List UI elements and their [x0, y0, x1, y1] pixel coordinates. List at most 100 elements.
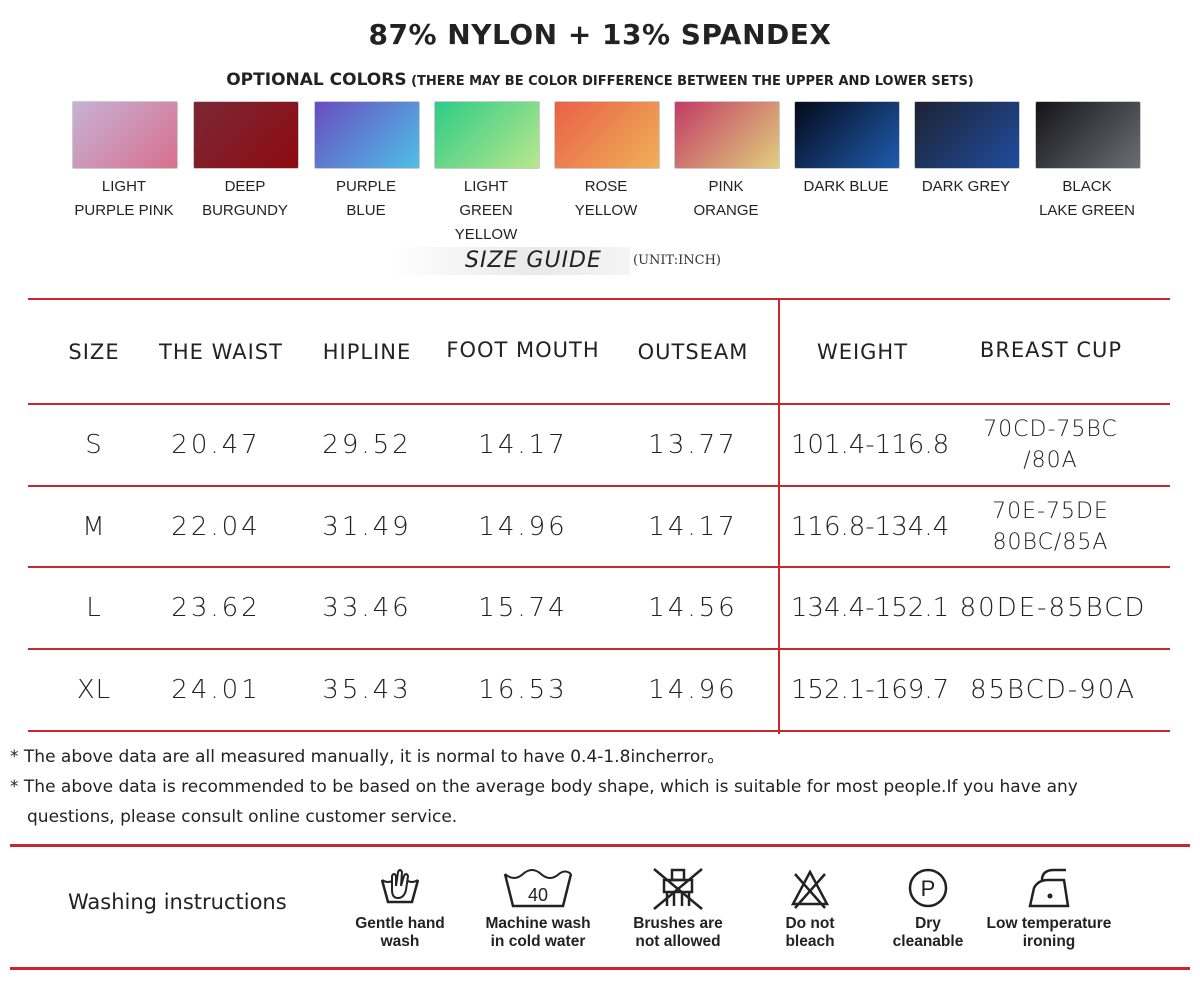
cell-foot-mouth: 14.17 — [478, 430, 568, 460]
dry-clean-letter: P — [921, 876, 936, 901]
cell-breast-cup: 70E-75DE 80BC/85A — [992, 498, 1109, 555]
optional-colors-heading: OPTIONAL COLORS (THERE MAY BE COLOR DIFF… — [0, 70, 1200, 90]
swatch-purple-blue[interactable]: PURPLE BLUE — [314, 101, 420, 223]
cell-waist: 20.47 — [171, 430, 261, 460]
color-chip — [434, 101, 540, 169]
cell-weight: 116.8-134.4 — [790, 511, 950, 542]
cell-outseam: 14.56 — [648, 593, 738, 623]
swatch-rose-yellow[interactable]: ROSE YELLOW — [554, 101, 660, 223]
cell-outseam: 14.17 — [648, 511, 738, 542]
note-manual-measurement: * The above data are all measured manual… — [10, 747, 725, 767]
color-chip — [193, 101, 299, 169]
wash-top-rule — [10, 844, 1190, 847]
wash-item-iron: Low temperature ironing — [974, 866, 1124, 951]
header-outseam: OUTSEAM — [637, 339, 749, 364]
dry-clean-p-icon: P — [908, 868, 948, 908]
wash-label: Dry cleanable — [892, 915, 964, 950]
cell-waist: 22.04 — [171, 511, 261, 542]
color-chip — [1035, 101, 1141, 169]
header-weight: WEIGHT — [816, 339, 909, 364]
cell-size: S — [85, 430, 103, 460]
swatch-label: LIGHT GREEN YELLOW — [454, 178, 518, 243]
table-rule — [28, 648, 1170, 650]
swatch-label: PINK ORANGE — [693, 178, 759, 219]
cell-hipline: 33.46 — [322, 593, 412, 623]
header-size: SIZE — [68, 339, 120, 364]
color-chip — [554, 101, 660, 169]
cell-hipline: 31.49 — [322, 511, 412, 542]
cell-breast-cup: 70CD-75BC /80A — [983, 417, 1118, 473]
swatch-label: DARK GREY — [921, 178, 1011, 195]
table-rule — [28, 403, 1170, 405]
cell-breast-cup: 85BCD-90A — [969, 674, 1137, 705]
cell-foot-mouth: 14.96 — [478, 511, 568, 542]
note-customer-service: questions, please consult online custome… — [27, 807, 458, 827]
color-swatches: LIGHT PURPLE PINK DEEP BURGUNDY PURPLE B… — [72, 101, 1152, 243]
swatch-deep-burgundy[interactable]: DEEP BURGUNDY — [193, 101, 299, 223]
cell-size: M — [82, 511, 106, 542]
low-temp-iron-icon — [1028, 868, 1070, 908]
wash-label: Brushes are not allowed — [633, 915, 723, 950]
swatch-label: PURPLE BLUE — [335, 178, 397, 219]
color-chip — [794, 101, 900, 169]
cell-size: L — [86, 593, 102, 623]
table-divider — [778, 298, 780, 734]
wash-bottom-rule — [10, 967, 1190, 970]
size-table: SIZE THE WAIST HIPLINE FOOT MOUTH OUTSEA… — [28, 298, 1170, 734]
cell-foot-mouth: 16.53 — [478, 675, 568, 705]
swatch-pink-orange[interactable]: PINK ORANGE — [674, 101, 780, 223]
cell-weight: 152.1-169.7 — [790, 675, 950, 705]
wash-label: Machine wash in cold water — [485, 915, 591, 950]
table-rule — [28, 730, 1170, 732]
header-waist: THE WAIST — [159, 339, 283, 364]
table-rule — [28, 485, 1170, 487]
hand-wash-icon — [380, 869, 420, 904]
cell-size: XL — [76, 675, 112, 705]
machine-wash-40-icon: 40 — [503, 869, 573, 908]
optional-colors-label: OPTIONAL COLORS — [226, 70, 407, 90]
cell-weight: 134.4-152.1 — [790, 593, 950, 623]
swatch-black-lake-green[interactable]: BLACK LAKE GREEN — [1035, 101, 1141, 223]
size-guide-label: SIZE GUIDE — [465, 248, 602, 273]
cell-weight: 101.4-116.8 — [790, 430, 950, 460]
wash-item-no-bleach: Do not bleach — [740, 866, 880, 951]
cell-foot-mouth: 15.74 — [478, 593, 568, 623]
color-chip — [72, 101, 178, 169]
wash-item-hand: Gentle hand wash — [330, 866, 470, 951]
cell-breast-cup: 80DE-85BCD — [959, 592, 1147, 623]
header-hipline: HIPLINE — [322, 339, 412, 364]
table-rule — [28, 566, 1170, 568]
washing-instructions-title: Washing instructions — [68, 890, 287, 914]
swatch-label: LIGHT PURPLE PINK — [74, 178, 174, 219]
table-rule — [28, 298, 1170, 300]
cell-outseam: 13.77 — [648, 430, 738, 460]
wash-temp: 40 — [528, 885, 548, 905]
cell-hipline: 29.52 — [322, 430, 412, 460]
size-guide-bar — [390, 247, 630, 275]
wash-label: Low temperature ironing — [986, 915, 1112, 950]
swatch-label: BLACK LAKE GREEN — [1039, 178, 1135, 219]
size-guide-unit: (UNIT:INCH) — [633, 253, 721, 268]
swatch-label: ROSE YELLOW — [574, 178, 638, 219]
note-average-body: * The above data is recommended to be ba… — [10, 777, 1078, 797]
wash-label: Gentle hand wash — [355, 915, 445, 950]
swatch-label: DARK BLUE — [803, 178, 889, 195]
swatch-light-purple-pink[interactable]: LIGHT PURPLE PINK — [72, 101, 178, 223]
header-foot-mouth: FOOT MOUTH — [446, 337, 600, 362]
cell-hipline: 35.43 — [322, 675, 412, 705]
swatch-label: DEEP BURGUNDY — [202, 178, 288, 219]
color-difference-note: (THERE MAY BE COLOR DIFFERENCE BETWEEN T… — [406, 74, 974, 89]
color-chip — [314, 101, 420, 169]
wash-item-dry-clean: P Dry cleanable — [858, 866, 998, 951]
size-guide-heading: SIZE GUIDE (UNIT:INCH) — [390, 245, 810, 277]
swatch-dark-blue[interactable]: DARK BLUE — [794, 101, 900, 199]
wash-item-no-brush: Brushes are not allowed — [608, 866, 748, 951]
swatch-light-green-yellow[interactable]: LIGHT GREEN YELLOW — [434, 101, 540, 247]
color-chip — [674, 101, 780, 169]
cell-outseam: 14.96 — [648, 675, 738, 705]
measurement-notes: * The above data are all measured manual… — [10, 742, 1190, 832]
header-breast-cup: BREAST CUP — [979, 337, 1123, 362]
fabric-composition-title: 87% NYLON + 13% SPANDEX — [368, 18, 832, 51]
swatch-dark-grey[interactable]: DARK GREY — [914, 101, 1020, 199]
color-chip — [914, 101, 1020, 169]
